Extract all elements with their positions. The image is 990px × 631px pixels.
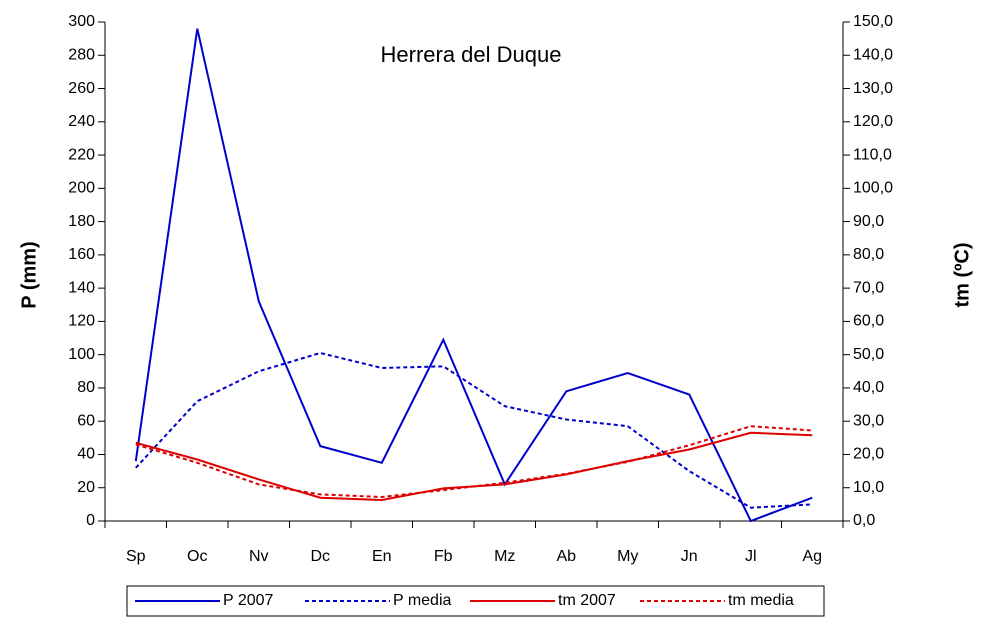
y2-tick-label: 90,0 bbox=[853, 213, 884, 230]
y2-tick-label: 40,0 bbox=[853, 379, 884, 396]
y2-tick-label: 150,0 bbox=[853, 13, 893, 30]
legend-label: tm 2007 bbox=[558, 592, 616, 609]
x-tick-label: Fb bbox=[434, 548, 453, 565]
y-tick-label: 60 bbox=[77, 412, 95, 429]
y-tick-label: 0 bbox=[86, 512, 95, 529]
x-tick-label: En bbox=[372, 548, 392, 565]
series-line bbox=[135, 425, 813, 499]
x-tick-label: Oc bbox=[187, 548, 207, 565]
series-line bbox=[134, 28, 813, 523]
y-tick-label: 40 bbox=[77, 446, 95, 463]
y-tick-label: 280 bbox=[68, 46, 95, 63]
x-tick-label: Dc bbox=[310, 548, 330, 565]
y2-tick-label: 60,0 bbox=[853, 313, 884, 330]
y2-tick-label: 80,0 bbox=[853, 246, 884, 263]
y-tick-label: 260 bbox=[68, 80, 95, 97]
y2-tick-label: 30,0 bbox=[853, 412, 884, 429]
y-tick-label: 160 bbox=[68, 246, 95, 263]
y2-tick-label: 10,0 bbox=[853, 479, 884, 496]
x-tick-label: My bbox=[617, 548, 638, 565]
y-tick-label: 180 bbox=[68, 213, 95, 230]
series-line bbox=[135, 351, 813, 509]
y-tick-label: 100 bbox=[68, 346, 95, 363]
y2-tick-label: 120,0 bbox=[853, 113, 893, 130]
y-tick-label: 80 bbox=[77, 379, 95, 396]
y-tick-label: 140 bbox=[68, 279, 95, 296]
y-tick-label: 20 bbox=[77, 479, 95, 496]
chart-title: Herrera del Duque bbox=[381, 42, 562, 67]
y-axis-label: P (mm) bbox=[18, 241, 40, 308]
legend-label: P media bbox=[393, 592, 452, 609]
y2-axis-label: tm (ºC) bbox=[951, 242, 973, 307]
y-tick-label: 240 bbox=[68, 113, 95, 130]
series-line bbox=[135, 431, 813, 502]
x-tick-label: Ag bbox=[802, 548, 822, 565]
x-tick-label: Ab bbox=[556, 548, 576, 565]
y2-tick-label: 110,0 bbox=[853, 146, 892, 163]
y-tick-label: 300 bbox=[68, 13, 95, 30]
x-tick-label: Jn bbox=[681, 548, 698, 565]
y2-tick-label: 50,0 bbox=[853, 346, 884, 363]
y-tick-label: 220 bbox=[68, 146, 95, 163]
y2-tick-label: 70,0 bbox=[853, 279, 884, 296]
y-tick-label: 120 bbox=[68, 313, 95, 330]
x-tick-label: Sp bbox=[126, 548, 146, 565]
y2-tick-label: 130,0 bbox=[853, 80, 893, 97]
x-tick-label: Nv bbox=[249, 548, 269, 565]
y2-tick-label: 140,0 bbox=[853, 46, 893, 63]
x-tick-label: Jl bbox=[745, 548, 757, 565]
y2-tick-label: 20,0 bbox=[853, 446, 884, 463]
y2-tick-label: 0,0 bbox=[853, 512, 875, 529]
legend-label: tm media bbox=[728, 592, 794, 609]
y2-tick-label: 100,0 bbox=[853, 180, 893, 197]
legend-label: P 2007 bbox=[223, 592, 274, 609]
y-tick-label: 200 bbox=[68, 180, 95, 197]
x-tick-label: Mz bbox=[494, 548, 515, 565]
